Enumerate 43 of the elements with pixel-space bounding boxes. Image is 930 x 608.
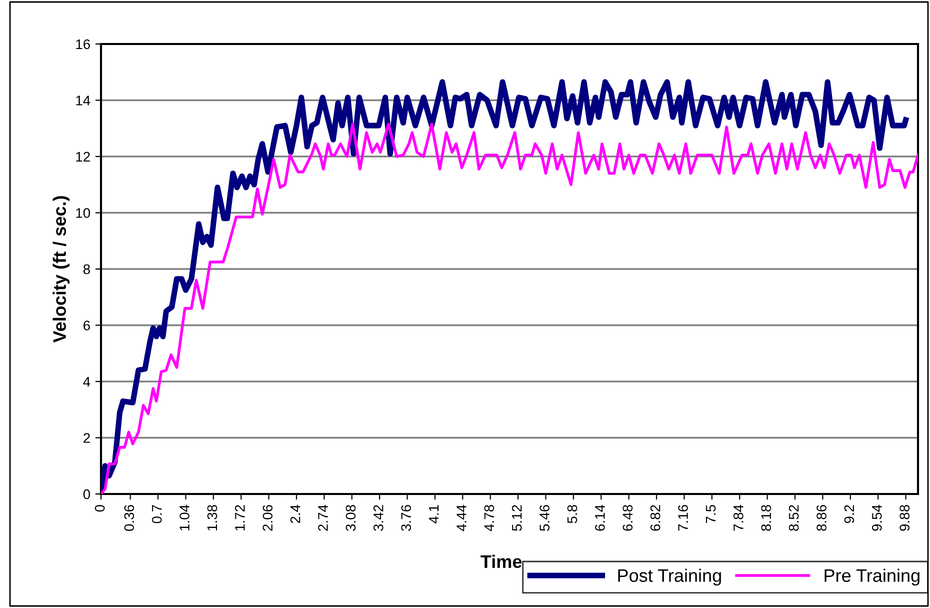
x-tick-label: 4.1 (429, 505, 439, 524)
x-tick-label: 9.2 (844, 505, 854, 524)
x-tick-label: 3.42 (373, 505, 384, 531)
y-tick-label: 14 (76, 96, 90, 106)
y-tick-label: 6 (84, 320, 90, 330)
x-tick-label: 8.86 (816, 505, 826, 531)
x-tick-label: 7.5 (706, 504, 716, 524)
x-tick-label: 0.36 (124, 505, 134, 531)
x-tick-label: 5.12 (512, 505, 522, 531)
x-tick-label: 0.7 (152, 505, 162, 524)
y-tick-label: 2 (84, 433, 90, 443)
y-tick-label: 4 (83, 376, 90, 387)
x-tick-label: 4.78 (484, 505, 494, 532)
x-tick-label: 7.16 (678, 505, 688, 531)
y-tick-label: 12 (76, 152, 90, 162)
x-axis-title: Time (480, 554, 522, 568)
x-tick-label: 9.54 (872, 504, 882, 531)
x-tick-label: 0 (94, 504, 105, 512)
y-tick-label: 10 (76, 208, 90, 218)
legend-label: Post Training (618, 568, 721, 586)
y-tick-label: 16 (76, 39, 90, 50)
x-tick-label: 6.82 (650, 505, 660, 531)
legend-label: Pre Training (824, 568, 920, 586)
x-tick-label: 5.46 (540, 505, 550, 531)
x-tick-label: 3.76 (401, 505, 411, 531)
x-tick-label: 8.18 (761, 505, 772, 531)
x-tick-label: 2.4 (290, 504, 300, 524)
x-tick-label: 3.08 (346, 505, 356, 531)
x-tick-label: 8.52 (788, 505, 799, 531)
x-tick-label: 1.04 (180, 504, 190, 530)
y-tick-label: 8 (83, 264, 90, 274)
x-tick-label: 9.88 (900, 505, 910, 531)
x-tick-label: 4.44 (456, 504, 466, 532)
x-tick-label: 1.38 (207, 505, 218, 530)
x-tick-label: 2.74 (318, 504, 328, 531)
x-tick-label: 2.06 (262, 505, 273, 531)
x-tick-label: 7.84 (734, 504, 744, 531)
x-tick-label: 5.8 (567, 505, 578, 524)
x-tick-label: 6.48 (622, 505, 633, 531)
x-tick-label: 1.72 (234, 505, 245, 530)
x-tick-label: 6.14 (595, 504, 605, 531)
y-axis-title: Velocity (ft / sec.) (52, 196, 70, 343)
y-tick-label: 0 (83, 489, 90, 500)
